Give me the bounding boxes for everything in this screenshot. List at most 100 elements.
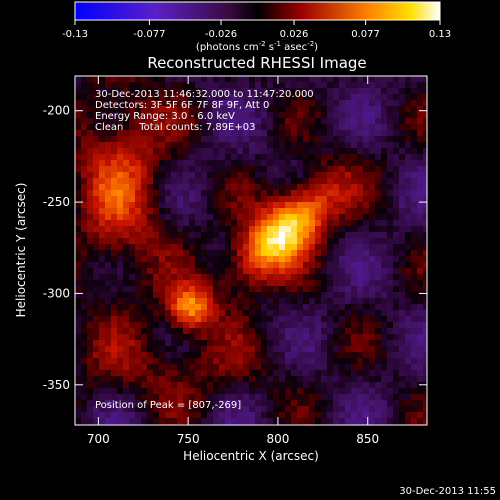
heatmap-cell	[363, 310, 370, 317]
heatmap-cell	[285, 256, 292, 263]
heatmap-cell	[111, 364, 118, 371]
heatmap-cell	[279, 166, 286, 173]
heatmap-cell	[423, 346, 427, 353]
heatmap-cell	[399, 172, 406, 179]
heatmap-cell	[339, 112, 346, 119]
heatmap-cell	[267, 406, 274, 413]
heatmap-cell	[321, 334, 328, 341]
heatmap-cell	[249, 328, 256, 335]
heatmap-cell	[189, 178, 196, 185]
heatmap-cell	[201, 166, 208, 173]
heatmap-cell	[321, 124, 328, 131]
heatmap-cell	[345, 322, 352, 329]
heatmap-cell	[213, 112, 220, 119]
heatmap-cell	[189, 208, 196, 215]
heatmap-cell	[357, 376, 364, 383]
heatmap-cell	[213, 208, 220, 215]
heatmap-cell	[213, 400, 220, 407]
heatmap-cell	[177, 316, 184, 323]
heatmap-cell	[375, 292, 382, 299]
heatmap-cell	[177, 364, 184, 371]
heatmap-cell	[333, 412, 340, 419]
heatmap-cell	[105, 256, 112, 263]
heatmap-cell	[165, 160, 172, 167]
heatmap-cell	[93, 244, 100, 251]
heatmap-cell	[99, 316, 106, 323]
heatmap-cell	[141, 214, 148, 221]
heatmap-cell	[417, 154, 424, 161]
heatmap-cell	[417, 94, 424, 101]
heatmap-cell	[327, 334, 334, 341]
heatmap-cell	[375, 220, 382, 227]
heatmap-cell	[225, 256, 232, 263]
heatmap-cell	[141, 286, 148, 293]
heatmap-cell	[249, 298, 256, 305]
heatmap-cell	[315, 214, 322, 221]
heatmap-cell	[375, 190, 382, 197]
heatmap-cell	[249, 412, 256, 419]
heatmap-cell	[237, 136, 244, 143]
heatmap-cell	[411, 328, 418, 335]
heatmap-cell	[165, 130, 172, 137]
heatmap-cell	[117, 106, 124, 113]
heatmap-cell	[291, 232, 298, 239]
heatmap-cell	[123, 76, 130, 83]
heatmap-cell	[93, 328, 100, 335]
heatmap-cell	[315, 136, 322, 143]
heatmap-cell	[411, 208, 418, 215]
heatmap-cell	[351, 226, 358, 233]
heatmap-cell	[303, 82, 310, 89]
heatmap-cell	[363, 250, 370, 257]
heatmap-cell	[393, 322, 400, 329]
heatmap-cell	[135, 142, 142, 149]
heatmap-cell	[249, 316, 256, 323]
heatmap-cell	[381, 400, 388, 407]
heatmap-cell	[165, 178, 172, 185]
heatmap-cell	[243, 340, 250, 347]
heatmap-cell	[111, 118, 118, 125]
heatmap-cell	[165, 124, 172, 131]
heatmap-cell	[411, 406, 418, 413]
heatmap-cell	[207, 400, 214, 407]
heatmap-cell	[177, 100, 184, 107]
heatmap-cell	[165, 172, 172, 179]
heatmap-cell	[105, 166, 112, 173]
heatmap-cell	[375, 406, 382, 413]
heatmap-cell	[303, 418, 310, 425]
heatmap-cell	[237, 106, 244, 113]
heatmap-cell	[237, 184, 244, 191]
heatmap-cell	[75, 346, 82, 353]
heatmap-cell	[159, 208, 166, 215]
heatmap-cell	[339, 196, 346, 203]
heatmap-cell	[189, 274, 196, 281]
heatmap-cell	[387, 154, 394, 161]
heatmap-cell	[357, 352, 364, 359]
heatmap-cell	[153, 154, 160, 161]
heatmap-cell	[207, 310, 214, 317]
heatmap-cell	[339, 334, 346, 341]
heatmap-cell	[297, 172, 304, 179]
heatmap-cell	[303, 130, 310, 137]
heatmap-cell	[357, 178, 364, 185]
heatmap-cell	[219, 400, 226, 407]
heatmap-cell	[159, 394, 166, 401]
heatmap-cell	[405, 412, 412, 419]
heatmap-cell	[315, 388, 322, 395]
heatmap-cell	[417, 358, 424, 365]
heatmap-cell	[369, 88, 376, 95]
heatmap-cell	[381, 100, 388, 107]
heatmap-cell	[399, 142, 406, 149]
heatmap-cell	[297, 88, 304, 95]
heatmap-cell	[213, 364, 220, 371]
heatmap-cell	[267, 274, 274, 281]
heatmap-cell	[201, 316, 208, 323]
heatmap-cell	[267, 238, 274, 245]
heatmap-cell	[333, 250, 340, 257]
heatmap-cell	[213, 370, 220, 377]
heatmap-cell	[237, 76, 244, 83]
heatmap-cell	[255, 322, 262, 329]
heatmap-cell	[363, 406, 370, 413]
heatmap-cell	[207, 280, 214, 287]
heatmap-cell	[327, 220, 334, 227]
heatmap-cell	[405, 232, 412, 239]
